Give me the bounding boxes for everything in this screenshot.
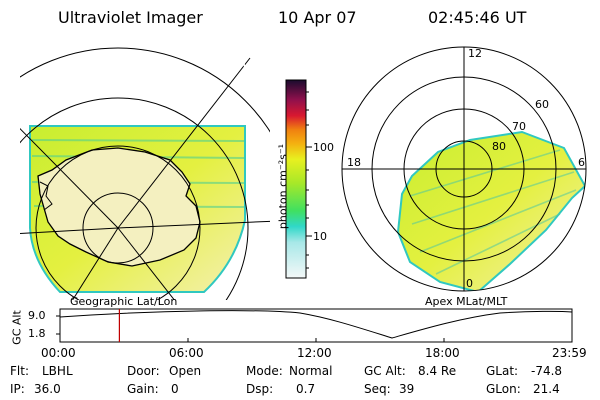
mode-value: Normal: [289, 364, 333, 378]
mlt-label-12: 12: [468, 47, 482, 60]
door-value: Open: [169, 364, 202, 378]
seq-label: Seq:: [364, 382, 391, 396]
altitude-timeline: [56, 308, 573, 343]
magnetic-caption: Apex MLat/MLT: [425, 295, 508, 308]
uv-image-right: [396, 130, 586, 291]
flt-value: LBHL: [42, 364, 73, 378]
mlat-label-70: 70: [512, 120, 526, 133]
geographic-map: [20, 47, 270, 300]
mlat-label-60: 60: [535, 98, 549, 111]
timeline-xtick-18: 18:00: [425, 346, 460, 360]
timeline-ticks: [56, 315, 573, 342]
colorbar-unit-label: photon cm⁻²s⁻¹: [276, 143, 290, 230]
gcalt-value: 8.4 Re: [418, 364, 457, 378]
geographic-caption: Geographic Lat/Lon: [70, 295, 178, 308]
timeline-ytick-9: 9.0: [28, 309, 46, 322]
glat-label: GLat:: [486, 364, 519, 378]
gain-value: 0: [171, 382, 179, 396]
app-title: Ultraviolet Imager: [58, 8, 203, 27]
timeline-xtick-6: 06:00: [169, 346, 204, 360]
door-label: Door:: [127, 364, 160, 378]
seq-value: 39: [399, 382, 415, 396]
mlt-label-18: 18: [347, 156, 361, 169]
glon-value: 21.4: [533, 382, 560, 396]
timeline-ytick-1: 1.8: [28, 327, 46, 340]
timeline-ylabel: GC Alt: [10, 310, 24, 345]
ip-label: IP:: [10, 382, 25, 396]
colorbar-ticks: [306, 91, 312, 269]
dsp-label: Dsp:: [246, 382, 274, 396]
mlt-label-6: 6: [578, 156, 585, 169]
altitude-curve: [59, 310, 573, 339]
continent-outline: [37, 147, 201, 267]
magnetic-grid: [341, 46, 587, 292]
gain-label: Gain:: [127, 382, 159, 396]
timeline-xtick-12: 12:00: [297, 346, 332, 360]
dsp-value: 0.7: [296, 382, 316, 396]
timeline-xtick-24: 23:59: [552, 346, 587, 360]
gcalt-label: GC Alt:: [364, 364, 406, 378]
mode-label: Mode:: [246, 364, 283, 378]
glon-label: GLon:: [486, 382, 521, 396]
colorbar-tick-100: 100: [313, 141, 334, 154]
magnetic-map: [396, 130, 586, 291]
colorbar: [285, 79, 307, 279]
timeline-xtick-0: 00:00: [41, 346, 76, 360]
mlat-label-80: 80: [492, 140, 506, 153]
ip-value: 36.0: [34, 382, 61, 396]
glat-value: -74.8: [531, 364, 563, 378]
mlt-label-0: 0: [466, 277, 473, 290]
observation-time: 02:45:46 UT: [428, 8, 527, 27]
colorbar-tick-10: 10: [313, 230, 327, 243]
flt-label: Flt:: [10, 364, 29, 378]
observation-date: 10 Apr 07: [278, 8, 357, 27]
